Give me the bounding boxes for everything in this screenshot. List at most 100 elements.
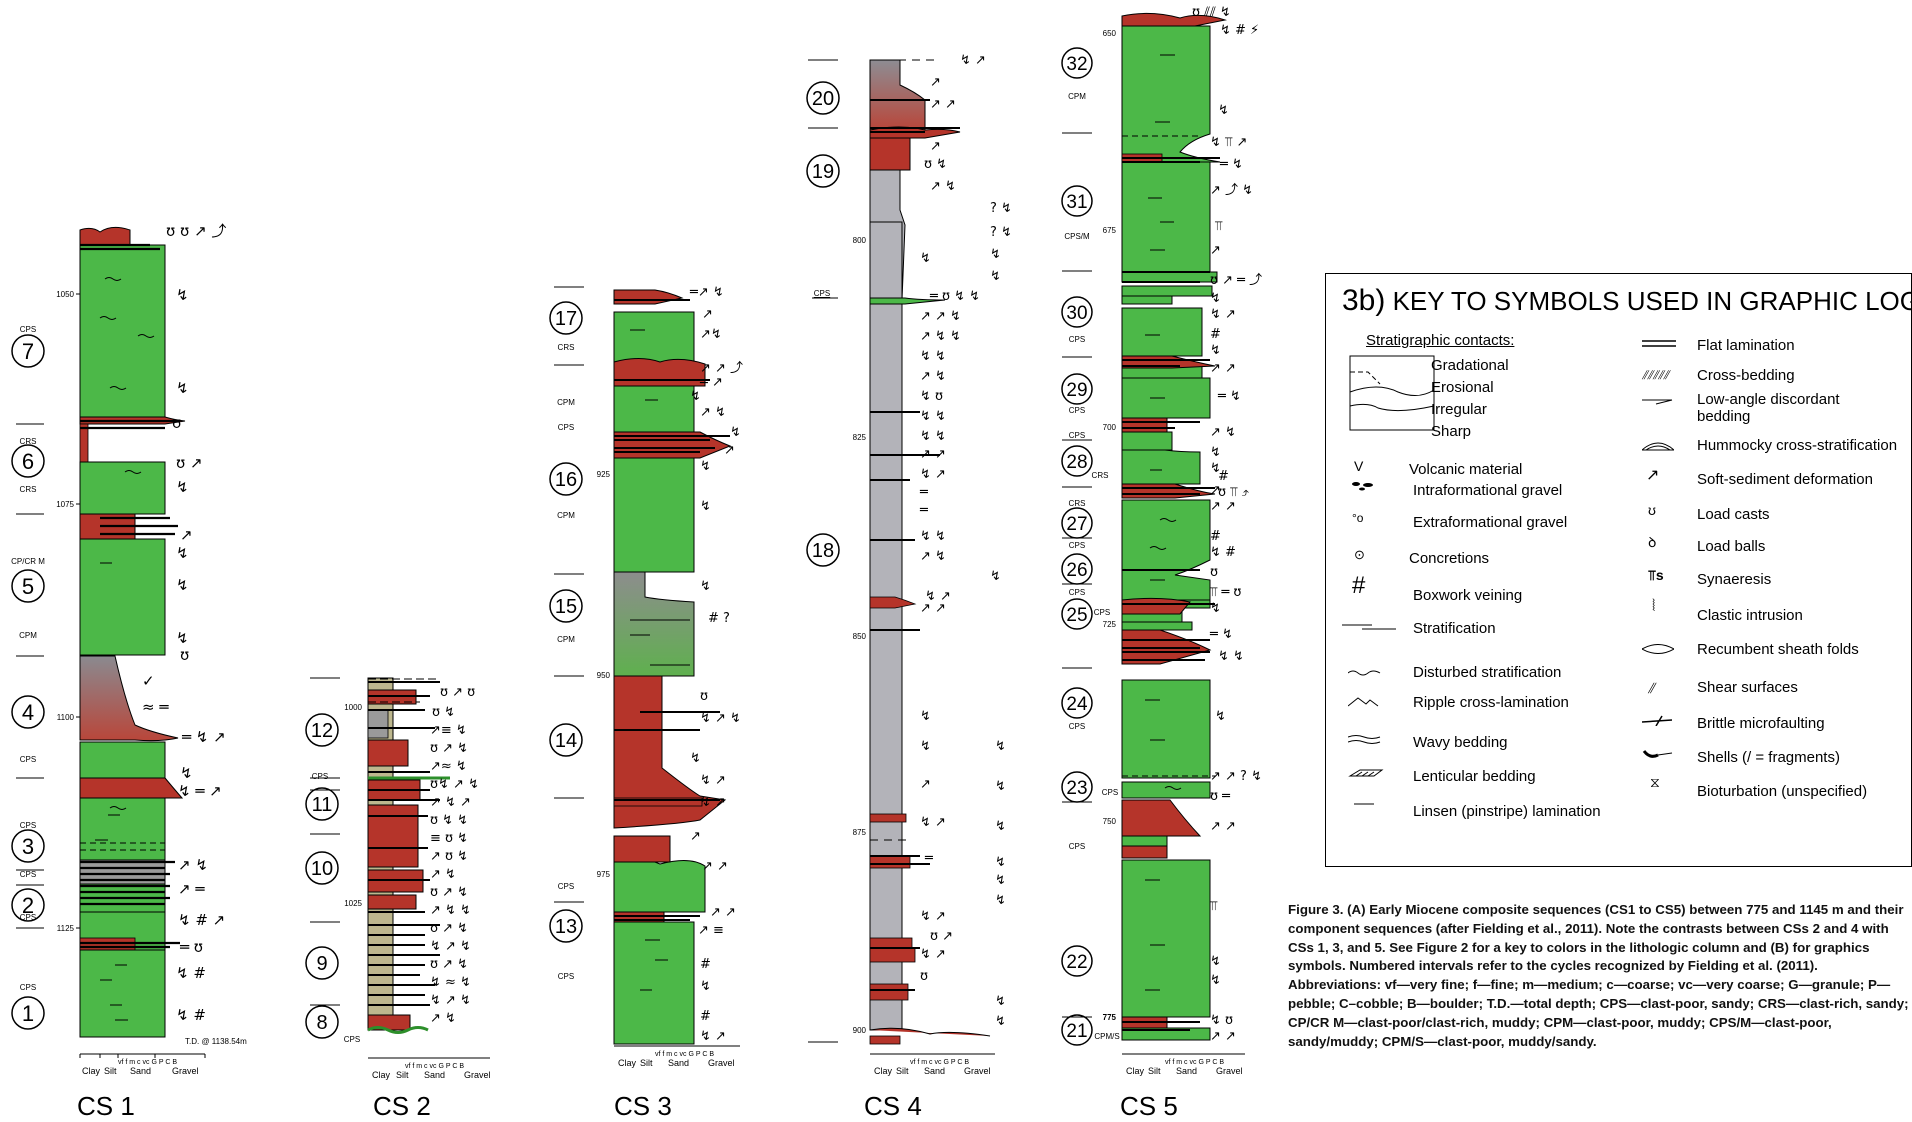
boxwork-hash-icon: # bbox=[1352, 572, 1366, 599]
grain-axis-label: Sand bbox=[424, 1070, 445, 1080]
symbol-key-panel: 3b) KEY TO SYMBOLS USED IN GRAPHIC LOGS … bbox=[1325, 273, 1912, 867]
lithology-unit bbox=[79, 538, 166, 656]
svg-text:↯: ↯ bbox=[920, 739, 931, 754]
grain-size-scale: vf f m c vc G P C B bbox=[655, 1051, 714, 1058]
lithology-unit bbox=[1121, 597, 1191, 615]
sequence-number: 9 bbox=[316, 953, 327, 975]
svg-text:↗ ↗ ⤴: ↗ ↗ ⤴ bbox=[700, 361, 743, 376]
depth-tick: 1050 bbox=[56, 290, 74, 299]
svg-text:↗ ↗: ↗ ↗ bbox=[930, 97, 956, 112]
svg-text:↗ ↗: ↗ ↗ bbox=[1210, 819, 1236, 834]
sequence-code: CPS bbox=[558, 882, 574, 891]
depth-tick: 800 bbox=[853, 236, 867, 245]
svg-text:✓: ✓ bbox=[142, 672, 155, 690]
sequence-number: 20 bbox=[812, 88, 834, 110]
svg-text:↯: ↯ bbox=[700, 979, 711, 994]
svg-text:ʊ ↗ ʊ: ʊ ↗ ʊ bbox=[440, 685, 475, 700]
bioturbation-icon: ⧖ bbox=[1650, 774, 1660, 790]
synaeresis-icon: ⫪s bbox=[1648, 567, 1664, 583]
sequence-code: CPS bbox=[344, 1035, 360, 1044]
key-item-label: Soft-sediment deformation bbox=[1697, 471, 1873, 488]
grain-axis-label: Silt bbox=[1148, 1066, 1161, 1076]
sequence-number: 3 bbox=[22, 834, 34, 859]
sequence-code: CPS bbox=[1069, 335, 1085, 344]
sequence-code: CRS bbox=[1069, 499, 1086, 508]
sequence-code: CPM bbox=[557, 511, 575, 520]
sequence-code: CRS bbox=[20, 437, 37, 446]
depth-tick: 900 bbox=[853, 1026, 867, 1035]
depth-tick: 1075 bbox=[56, 500, 74, 509]
intraformational-gravel-icon bbox=[1352, 482, 1373, 491]
lithology-unit bbox=[79, 741, 166, 779]
depth-tick: 1125 bbox=[57, 924, 75, 933]
lithology-unit bbox=[1121, 12, 1227, 27]
svg-text:ʊ ↗: ʊ ↗ bbox=[176, 454, 203, 472]
grain-axis-label: Sand bbox=[924, 1066, 945, 1076]
sequence-code: CPS bbox=[20, 913, 36, 922]
svg-text:↯ ʊ: ↯ ʊ bbox=[1210, 1013, 1233, 1028]
sequence-number: 23 bbox=[1066, 778, 1087, 799]
svg-text:↯: ↯ bbox=[690, 389, 701, 404]
sequence-number: 1 bbox=[22, 1001, 34, 1026]
sequence-code: CPM/S bbox=[1094, 1032, 1119, 1041]
sequence-number: 28 bbox=[1066, 452, 1087, 473]
svg-text:↗ ↗ ? ↯: ↗ ↗ ? ↯ bbox=[1210, 769, 1262, 784]
svg-text:↯: ↯ bbox=[990, 269, 1001, 284]
lithology-unit bbox=[869, 1035, 901, 1045]
lithology-unit bbox=[79, 777, 184, 799]
lithology-unit bbox=[869, 137, 911, 171]
contacts-diagram-icon bbox=[1349, 355, 1435, 431]
svg-text:↯: ↯ bbox=[1210, 343, 1221, 358]
sequence-number: 29 bbox=[1066, 380, 1087, 401]
svg-text:↗ ↯: ↗ ↯ bbox=[430, 1011, 456, 1026]
svg-text:⫪ ═ ʊ: ⫪ ═ ʊ bbox=[1210, 585, 1241, 600]
svg-text:#: # bbox=[1210, 327, 1221, 342]
sequence-number: 21 bbox=[1066, 1021, 1087, 1042]
lithology-unit bbox=[1121, 25, 1221, 163]
grain-axis-label: Clay bbox=[874, 1066, 893, 1076]
sequence-code: CPS bbox=[1069, 588, 1085, 597]
svg-text:ʊ ↯: ʊ ↯ bbox=[924, 157, 947, 172]
cs1-log: ʊ ʊ ↗ ⤴ ↯↯ ʊʊ ↗↯ ↗↯↯ ↯ʊ ✓≈ ═ ═ ↯ ↗↯↯ ═ ↗… bbox=[11, 222, 247, 1076]
svg-text:↗: ↗ bbox=[1210, 483, 1221, 498]
svg-text:↯: ↯ bbox=[176, 286, 189, 304]
sequence-number: 12 bbox=[311, 720, 333, 742]
svg-text:↯: ↯ bbox=[1210, 461, 1221, 476]
svg-text:↗↯: ↗↯ bbox=[700, 327, 722, 342]
sequence-number: 18 bbox=[812, 540, 834, 562]
svg-text:↯: ↯ bbox=[995, 994, 1006, 1009]
svg-text:↯: ↯ bbox=[176, 478, 189, 496]
sequence-number: 27 bbox=[1066, 514, 1087, 535]
svg-text:↯ ↯: ↯ ↯ bbox=[920, 409, 946, 424]
depth-tick: 725 bbox=[1103, 620, 1117, 629]
lithology-unit bbox=[613, 835, 671, 863]
svg-text:ʊ ⫪ ⤴: ʊ ⫪ ⤴ bbox=[1218, 485, 1250, 500]
svg-text:ʊ ↗ ═ ⤴: ʊ ↗ ═ ⤴ bbox=[1210, 273, 1262, 288]
sequence-code: CRS bbox=[1092, 471, 1109, 480]
svg-text:↗: ↗ bbox=[724, 443, 735, 458]
lithology-unit bbox=[613, 385, 695, 433]
svg-text:↗ ↯ ↗: ↗ ↯ ↗ bbox=[430, 795, 471, 810]
svg-text:↗ ↗: ↗ ↗ bbox=[1210, 499, 1236, 514]
svg-text:? ↯: ? ↯ bbox=[990, 201, 1012, 216]
lithology-unit bbox=[1121, 285, 1213, 297]
lenticular-bedding-icon bbox=[1348, 769, 1384, 777]
sequence-number: 7 bbox=[22, 339, 34, 364]
svg-text:↯: ↯ bbox=[1210, 954, 1221, 969]
depth-tick: 925 bbox=[597, 470, 611, 479]
lithology-unit bbox=[869, 221, 903, 1031]
key-item-label: Disturbed stratification bbox=[1413, 664, 1562, 681]
sequence-code: CPM bbox=[19, 631, 37, 640]
sequence-number: 24 bbox=[1066, 694, 1088, 715]
grain-axis-label: Silt bbox=[104, 1066, 117, 1076]
shell-icon bbox=[1642, 750, 1673, 758]
svg-text:↗ ↗: ↗ ↗ bbox=[710, 905, 736, 920]
contact-label: Erosional bbox=[1431, 379, 1494, 396]
sequence-number: 19 bbox=[812, 161, 834, 183]
svg-text:ʊ ↗ ↯: ʊ ↗ ↯ bbox=[430, 741, 468, 756]
svg-text:↯: ↯ bbox=[995, 819, 1006, 834]
sequence-code: CPS bbox=[20, 983, 36, 992]
svg-text:↗: ↗ bbox=[180, 526, 193, 544]
svg-text:↗≈ ↯: ↗≈ ↯ bbox=[430, 759, 467, 774]
svg-text:═ ʊ: ═ ʊ bbox=[179, 938, 203, 956]
